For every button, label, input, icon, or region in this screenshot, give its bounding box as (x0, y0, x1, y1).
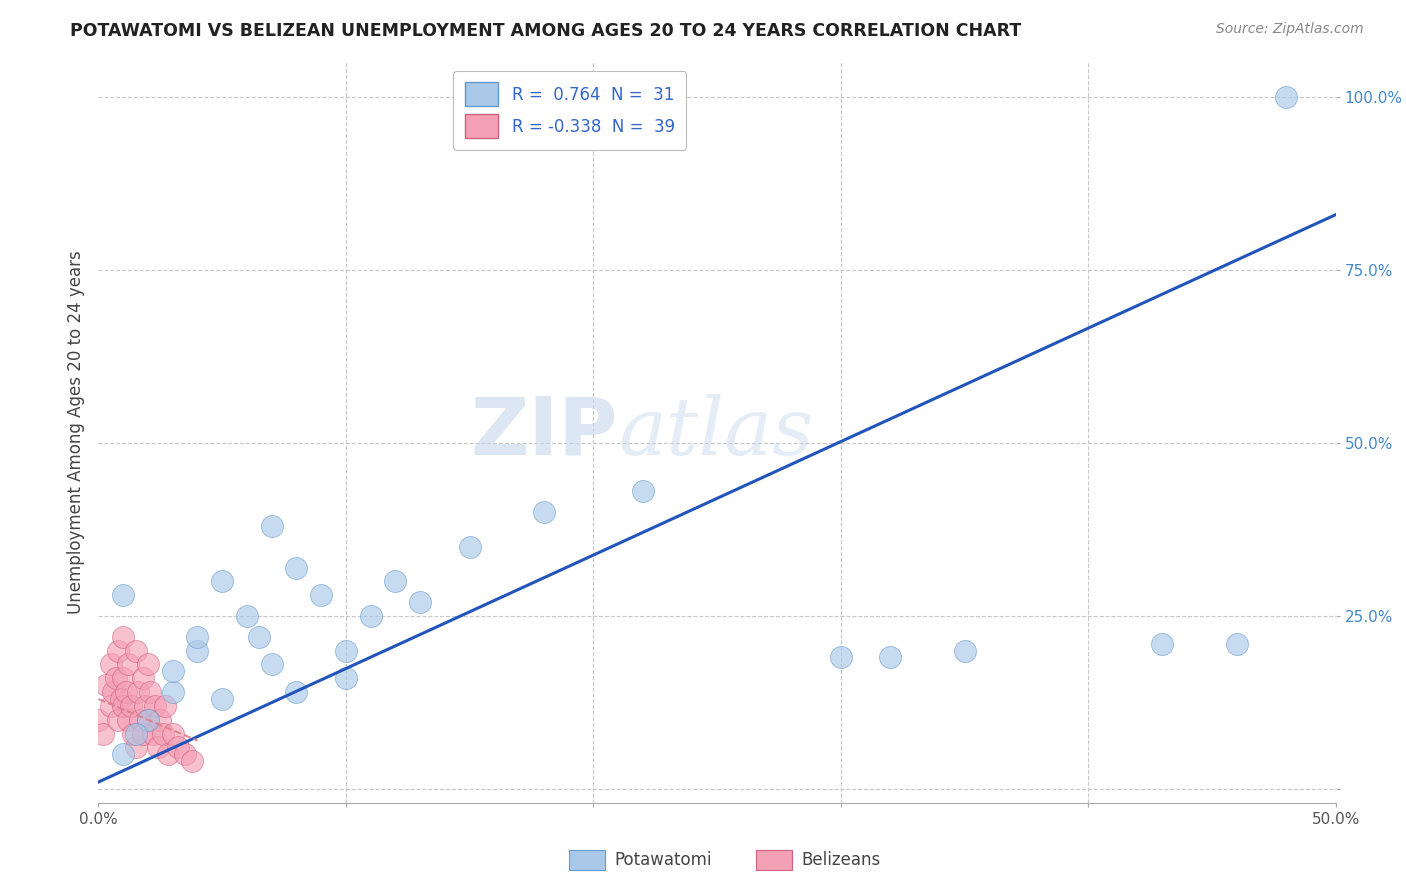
Point (211, 692, 233, 706)
Point (155, 698, 177, 713)
Point (830, 650, 852, 665)
Point (100, 657, 122, 672)
Point (112, 747, 135, 762)
Point (134, 698, 156, 713)
Point (162, 726, 184, 740)
Point (409, 595, 432, 609)
Legend: R =  0.764  N =  31, R = -0.338  N =  39: R = 0.764 N = 31, R = -0.338 N = 39 (453, 70, 686, 150)
Point (112, 671, 135, 685)
Point (162, 685, 184, 699)
Point (186, 630, 208, 644)
Point (384, 574, 406, 589)
Point (162, 665, 184, 679)
Point (181, 754, 204, 768)
Point (93, 726, 115, 740)
Point (120, 698, 142, 713)
Text: POTAWATOMI VS BELIZEAN UNEMPLOYMENT AMONG AGES 20 TO 24 YEARS CORRELATION CHART: POTAWATOMI VS BELIZEAN UNEMPLOYMENT AMON… (70, 22, 1022, 40)
Point (136, 713, 159, 727)
Point (110, 692, 132, 706)
Text: atlas: atlas (619, 394, 814, 471)
Point (149, 713, 172, 727)
Point (104, 671, 127, 685)
Point (260, 657, 283, 672)
Point (1226, 637, 1249, 651)
Point (124, 643, 146, 657)
Point (166, 740, 188, 755)
Point (174, 747, 197, 762)
Text: Belizeans: Belizeans (801, 851, 880, 869)
Point (107, 643, 129, 657)
Point (335, 671, 357, 685)
Point (1275, 90, 1298, 104)
Point (112, 630, 135, 644)
Point (360, 609, 382, 624)
Point (260, 519, 283, 533)
Point (879, 650, 901, 665)
Point (211, 574, 233, 589)
Point (152, 726, 174, 740)
Point (236, 609, 259, 624)
Point (112, 698, 135, 713)
Point (132, 671, 155, 685)
Point (107, 713, 129, 727)
Point (124, 726, 146, 740)
Point (247, 630, 270, 644)
Point (139, 685, 162, 699)
Point (117, 713, 139, 727)
Point (156, 747, 179, 762)
Point (186, 643, 208, 657)
Point (114, 685, 136, 699)
Point (309, 588, 332, 602)
Text: ZIP: ZIP (471, 393, 619, 472)
Point (132, 726, 155, 740)
Point (953, 643, 976, 657)
Point (631, 484, 654, 499)
Point (533, 505, 555, 519)
Point (117, 657, 139, 672)
Y-axis label: Unemployment Among Ages 20 to 24 years: Unemployment Among Ages 20 to 24 years (66, 251, 84, 615)
Point (1152, 637, 1174, 651)
Point (285, 685, 308, 699)
Point (136, 713, 159, 727)
Point (458, 540, 481, 554)
Text: Potawatomi: Potawatomi (614, 851, 711, 869)
Point (100, 698, 122, 713)
Point (122, 726, 145, 740)
Point (112, 588, 135, 602)
Point (87, 713, 110, 727)
Point (285, 560, 308, 574)
Point (335, 643, 357, 657)
Point (127, 685, 149, 699)
Point (103, 685, 125, 699)
Point (142, 726, 165, 740)
Point (94, 678, 117, 692)
Point (129, 713, 152, 727)
Text: Source: ZipAtlas.com: Source: ZipAtlas.com (1216, 22, 1364, 37)
Point (146, 740, 169, 755)
Point (136, 657, 159, 672)
Point (143, 698, 166, 713)
Point (124, 740, 146, 755)
